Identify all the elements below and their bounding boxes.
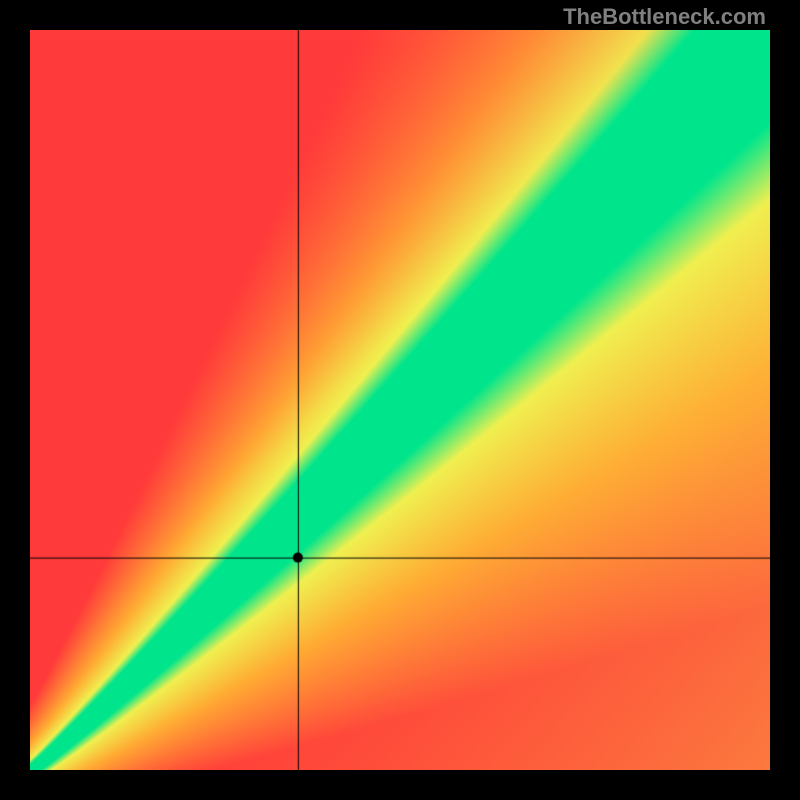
chart-container: TheBottleneck.com [0, 0, 800, 800]
watermark-text: TheBottleneck.com [563, 4, 766, 30]
bottleneck-heatmap [30, 30, 770, 770]
